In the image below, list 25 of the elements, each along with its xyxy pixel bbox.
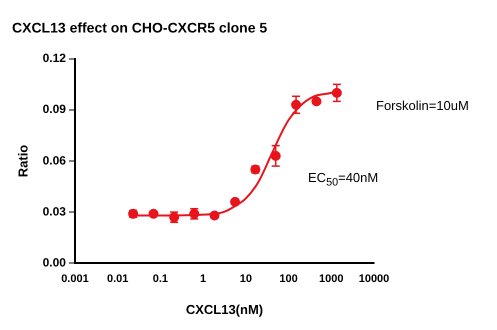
- text: Forskolin=10uM: [376, 98, 469, 113]
- point: [230, 196, 240, 207]
- y-tick-label: 0.09: [42, 102, 66, 116]
- y-tick-label: 0.06: [42, 153, 66, 168]
- y-axis-title: Ratio: [15, 144, 30, 178]
- x-tick-label: 10: [240, 272, 252, 285]
- y-tick-label: 0.12: [42, 51, 66, 66]
- point: [210, 210, 220, 221]
- point: [311, 96, 322, 106]
- x-axis-title: CXCL13(nM): [186, 302, 264, 317]
- annotation: EC$_{50}$=40nM: [308, 170, 378, 189]
- x-tick-label: 100: [279, 272, 298, 285]
- x-tick-label: 0.001: [61, 272, 89, 285]
- x-tick-label: 0.1: [152, 272, 168, 285]
- x-tick-label: 1000: [319, 272, 344, 285]
- y-tick-label: 0.00: [42, 256, 66, 270]
- point: [291, 100, 302, 110]
- x-tick-label: 0.01: [106, 272, 128, 285]
- chart-title: CXCL13 effect on CHO-CXCR5 clone 5: [12, 19, 268, 36]
- y-tick-label: 0.03: [42, 204, 66, 218]
- point: [332, 88, 342, 98]
- x-tick-label: 10000: [358, 272, 390, 285]
- point: [270, 150, 281, 161]
- x-tick-label: 1: [200, 272, 206, 285]
- point: [148, 208, 159, 219]
